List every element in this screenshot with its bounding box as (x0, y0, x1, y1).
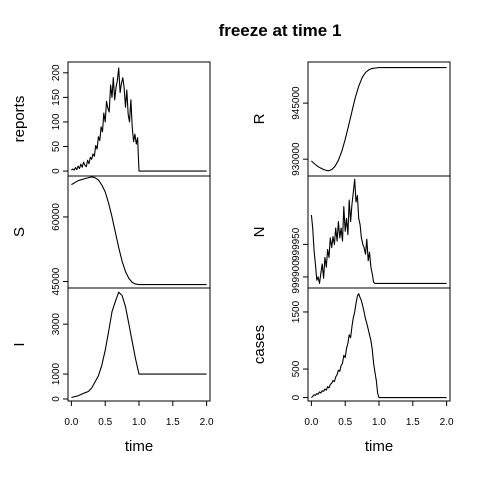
y-tick-label: 200 (51, 64, 62, 81)
y-tick-label: 100 (51, 113, 62, 130)
y-tick-label: 0 (51, 396, 62, 402)
series-line-N (310, 178, 447, 284)
y-tick-label: 1000 (51, 363, 62, 386)
y-tick-label: 930000 (291, 142, 302, 176)
y-tick-label: 60000 (51, 203, 62, 231)
x-axis-label: time (125, 438, 153, 455)
y-axis-label-I: I (11, 342, 28, 346)
panel-I: 0 1000 3000 I 0.0 0.5 1.0 1.5 2.0 time (11, 287, 214, 455)
x-tick-label: 1.0 (372, 417, 386, 428)
x-tick-label: 0.5 (98, 417, 112, 428)
panel-reports: 0 50 100 150 200 reports (11, 61, 211, 177)
series-line-I (71, 291, 207, 399)
panel-R: 930000 945000 R (251, 61, 451, 177)
panel-cases: 0 500 1500 cases 0.0 0.5 1.0 1.5 2.0 time (251, 287, 454, 455)
x-tick-label: 0.0 (64, 417, 78, 428)
y-axis-label-cases: cases (251, 325, 268, 364)
series-line-cases (311, 293, 447, 399)
y-axis-label-reports: reports (11, 96, 28, 143)
series-line-S (71, 176, 207, 286)
y-tick-label: 999900 (291, 260, 302, 294)
y-tick-label: 150 (51, 89, 62, 106)
y-tick-label: 3000 (51, 313, 62, 336)
series-line-R (311, 67, 447, 172)
panel-frame (67, 287, 211, 402)
x-tick-label: 1.5 (166, 417, 180, 428)
y-tick-label: 45000 (51, 267, 62, 295)
plot-area: 0 50 100 150 200 reports 45000 60000 S 0 1000 3000 I… (11, 61, 454, 455)
panel-frame (307, 61, 451, 177)
y-tick-label: 0 (291, 394, 302, 400)
x-tick-label: 0.5 (338, 417, 352, 428)
panel-frame (67, 175, 211, 289)
x-axis-label: time (365, 438, 393, 455)
x-tick-label: 2.0 (440, 417, 454, 428)
y-tick-label: 500 (291, 360, 302, 377)
panel-frame (307, 287, 451, 402)
y-tick-label: 50 (51, 141, 62, 153)
y-tick-label: 999950 (291, 227, 302, 261)
series-line-reports (71, 67, 207, 172)
x-tick-label: 1.5 (406, 417, 420, 428)
y-tick-label: 1500 (291, 300, 302, 323)
y-axis-label-R: R (251, 113, 268, 124)
x-tick-label: 0.0 (304, 417, 318, 428)
y-tick-label: 945000 (291, 86, 302, 120)
x-tick-label: 1.0 (132, 417, 146, 428)
x-tick-label: 2.0 (200, 417, 214, 428)
y-axis-label-S: S (11, 227, 28, 237)
y-axis-label-N: N (251, 227, 268, 238)
y-tick-label: 0 (51, 168, 62, 174)
panel-S: 45000 60000 S (11, 175, 211, 295)
chart-title: freeze at time 1 (219, 21, 342, 40)
panel-frame (307, 175, 451, 289)
